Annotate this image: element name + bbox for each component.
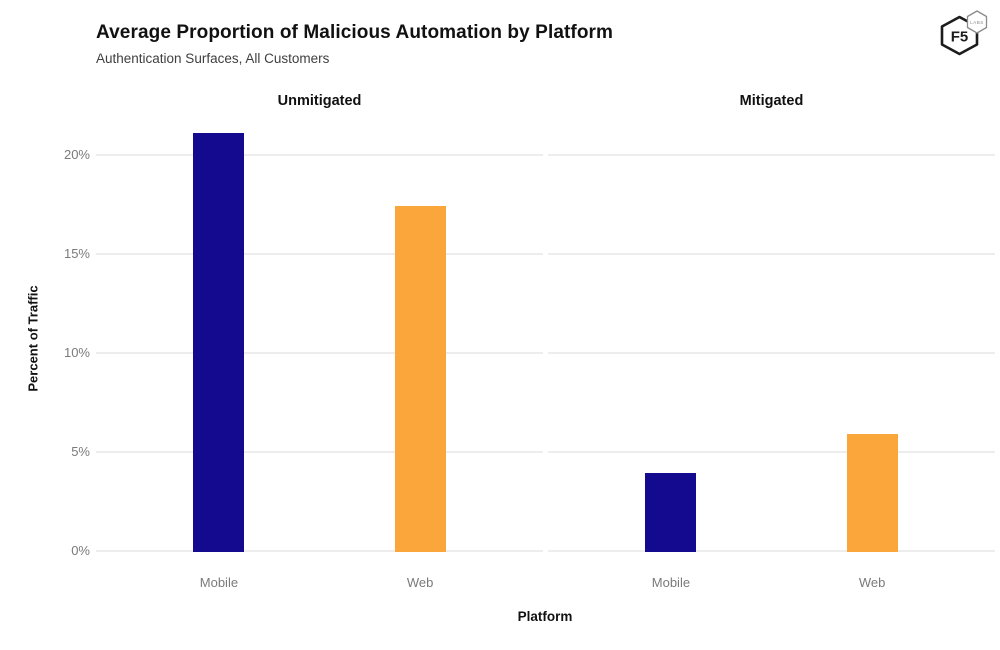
facet-title-unmitigated: Unmitigated	[277, 93, 362, 109]
gridline	[548, 153, 995, 156]
bar-mobile-unmitigated	[193, 132, 245, 552]
gridline	[96, 252, 543, 255]
gridline	[548, 252, 995, 255]
logo-f5-text: F5	[951, 29, 969, 46]
bar-web-unmitigated	[394, 205, 446, 552]
facet-title-mitigated: Mitigated	[739, 93, 804, 109]
logo-hexagon-small	[966, 10, 988, 34]
bar-web-mitigated	[846, 433, 898, 552]
x-tick-label: Web	[406, 575, 434, 590]
gridline	[96, 153, 543, 156]
gridline	[96, 549, 543, 552]
chart-title: Average Proportion of Malicious Automati…	[96, 22, 614, 43]
bar-mobile-mitigated	[645, 473, 697, 552]
gridline	[96, 351, 543, 354]
gridline	[548, 351, 995, 354]
y-tick-label: 0%	[71, 543, 90, 558]
x-tick-label: Mobile	[199, 575, 239, 590]
x-tick-label: Mobile	[651, 575, 691, 590]
gridline	[96, 450, 543, 453]
gridline	[548, 549, 995, 552]
gridline	[548, 450, 995, 453]
chart-subtitle: Authentication Surfaces, All Customers	[96, 51, 330, 66]
x-tick-label: Web	[858, 575, 886, 590]
y-tick-label: 20%	[63, 147, 90, 162]
y-tick-label: 10%	[63, 345, 90, 360]
x-axis-title: Platform	[517, 609, 573, 624]
y-axis-title: Percent of Traffic	[25, 285, 41, 392]
f5-labs-logo: F5 LABS	[940, 10, 988, 56]
y-tick-label: 5%	[71, 444, 90, 459]
y-tick-label: 15%	[63, 246, 90, 261]
logo-labs-text: LABS	[970, 20, 984, 25]
